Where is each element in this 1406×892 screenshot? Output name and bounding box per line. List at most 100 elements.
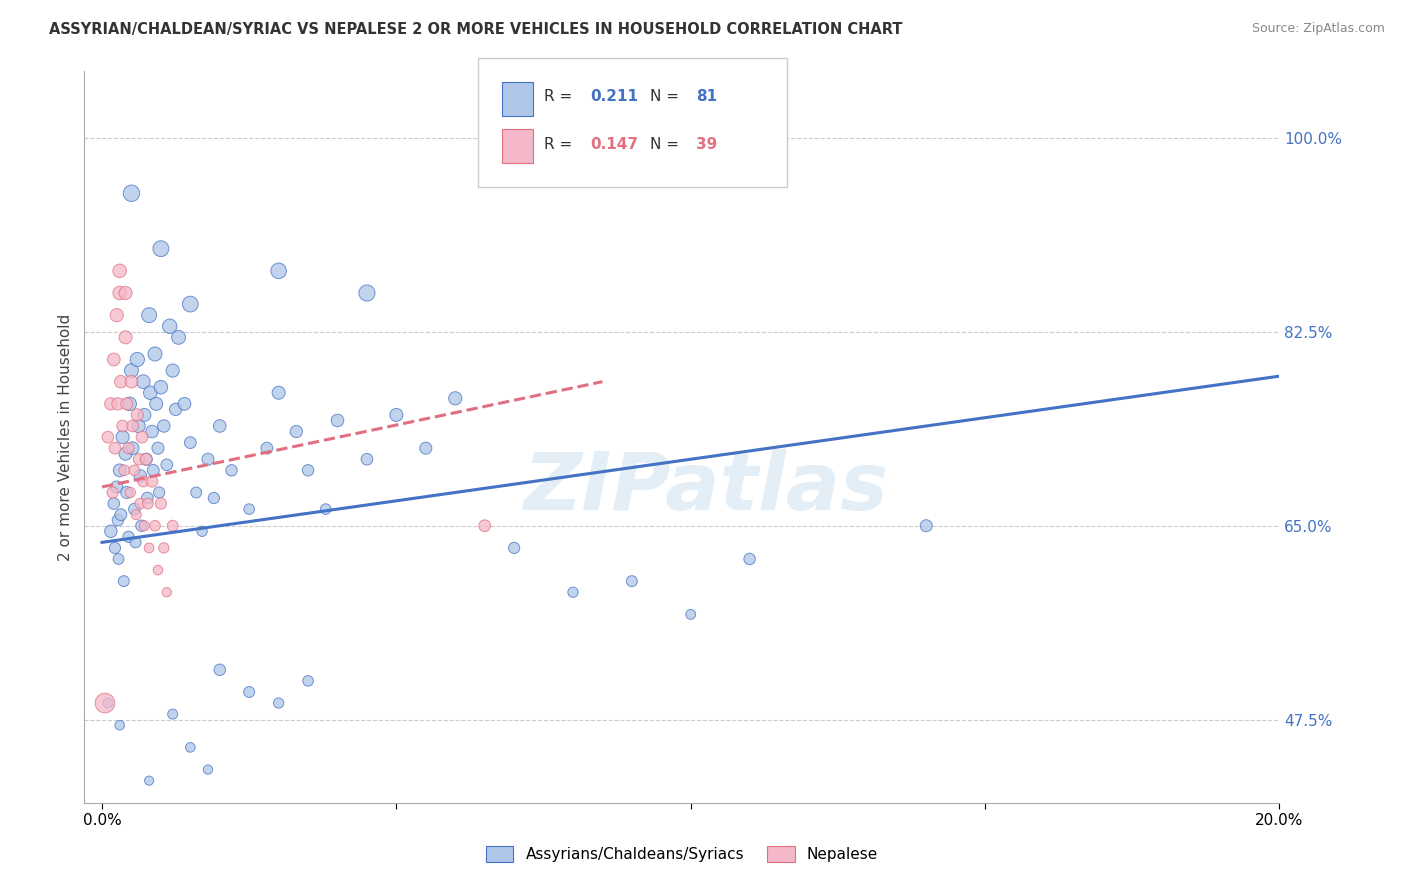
- Text: 39: 39: [696, 137, 717, 152]
- Point: [108, 264, 131, 278]
- Point: [112, 574, 135, 589]
- Point: [267, 385, 290, 400]
- Point: [197, 452, 219, 467]
- Point: [167, 330, 190, 344]
- Point: [149, 497, 172, 511]
- Point: [162, 707, 184, 722]
- Point: [679, 607, 702, 622]
- Point: [120, 186, 142, 201]
- Point: [156, 458, 179, 472]
- Point: [135, 452, 157, 467]
- Point: [153, 419, 176, 434]
- Point: [120, 363, 142, 377]
- Text: R =: R =: [544, 89, 578, 103]
- Text: ASSYRIAN/CHALDEAN/SYRIAC VS NEPALESE 2 OR MORE VEHICLES IN HOUSEHOLD CORRELATION: ASSYRIAN/CHALDEAN/SYRIAC VS NEPALESE 2 O…: [49, 22, 903, 37]
- Point: [103, 352, 125, 367]
- Point: [202, 491, 225, 505]
- Point: [267, 696, 290, 710]
- Point: [186, 485, 208, 500]
- Point: [132, 475, 155, 489]
- Point: [108, 463, 131, 477]
- Point: [124, 535, 146, 549]
- Point: [179, 435, 201, 450]
- Point: [356, 285, 378, 300]
- Point: [238, 685, 260, 699]
- Point: [165, 402, 187, 417]
- Point: [415, 441, 437, 455]
- Point: [267, 264, 290, 278]
- Point: [149, 380, 172, 394]
- Point: [125, 508, 148, 522]
- Point: [159, 319, 181, 334]
- Point: [131, 518, 153, 533]
- Point: [124, 502, 146, 516]
- Text: 0.211: 0.211: [591, 89, 638, 103]
- Point: [107, 552, 129, 566]
- Point: [146, 563, 169, 577]
- Point: [128, 452, 150, 467]
- Point: [128, 419, 150, 434]
- Text: 0.147: 0.147: [591, 137, 638, 152]
- Point: [297, 463, 319, 477]
- Point: [118, 397, 141, 411]
- Point: [105, 480, 128, 494]
- Point: [139, 385, 162, 400]
- Point: [120, 485, 142, 500]
- Point: [136, 497, 159, 511]
- Point: [238, 502, 260, 516]
- Point: [162, 518, 184, 533]
- Point: [135, 452, 157, 467]
- Point: [136, 491, 159, 505]
- Point: [101, 485, 124, 500]
- Y-axis label: 2 or more Vehicles in Household: 2 or more Vehicles in Household: [58, 313, 73, 561]
- Point: [97, 430, 120, 444]
- Point: [148, 485, 170, 500]
- Point: [143, 347, 166, 361]
- Point: [132, 375, 155, 389]
- Text: R =: R =: [544, 137, 578, 152]
- Point: [108, 718, 131, 732]
- Point: [129, 497, 152, 511]
- Point: [114, 447, 136, 461]
- Point: [121, 441, 143, 455]
- Point: [156, 585, 179, 599]
- Point: [103, 497, 125, 511]
- Point: [131, 430, 153, 444]
- Point: [104, 441, 127, 455]
- Point: [107, 397, 129, 411]
- Point: [256, 441, 278, 455]
- Point: [474, 518, 496, 533]
- Point: [179, 297, 201, 311]
- Point: [108, 285, 131, 300]
- Point: [562, 585, 585, 599]
- Point: [162, 363, 184, 377]
- Point: [149, 242, 172, 256]
- Point: [120, 375, 142, 389]
- Point: [138, 773, 160, 788]
- Point: [208, 663, 231, 677]
- Point: [100, 397, 122, 411]
- Point: [141, 425, 163, 439]
- Point: [385, 408, 408, 422]
- Point: [142, 463, 165, 477]
- Point: [285, 425, 308, 439]
- Point: [115, 485, 138, 500]
- Point: [112, 463, 135, 477]
- Point: [134, 518, 156, 533]
- Point: [138, 541, 160, 555]
- Point: [117, 441, 139, 455]
- Point: [138, 308, 160, 322]
- Point: [110, 375, 132, 389]
- Point: [111, 430, 134, 444]
- Point: [114, 330, 136, 344]
- Text: ZIPatlas: ZIPatlas: [523, 450, 889, 527]
- Point: [104, 541, 127, 555]
- Point: [153, 541, 176, 555]
- Point: [297, 673, 319, 688]
- Point: [208, 419, 231, 434]
- Point: [127, 352, 149, 367]
- Point: [134, 408, 156, 422]
- Point: [121, 419, 143, 434]
- Point: [100, 524, 122, 539]
- Point: [191, 524, 214, 539]
